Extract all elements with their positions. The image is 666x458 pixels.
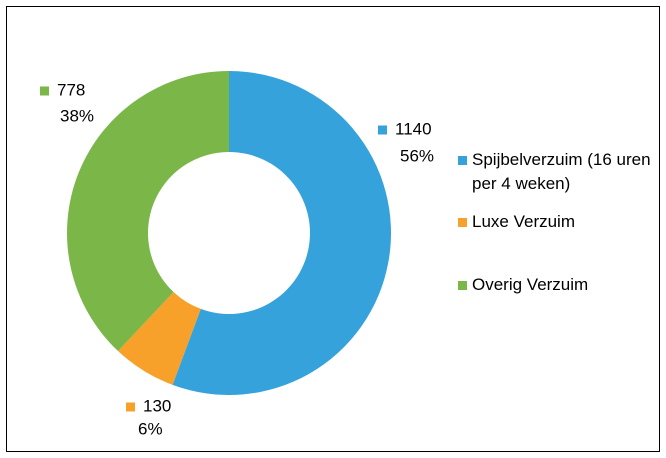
legend-item: Spijbelverzuim (16 uren per 4 weken) [458,148,658,196]
percent-label: 56% [400,146,434,165]
legend-item: Luxe Verzuim [458,210,658,234]
legend-swatch [458,156,467,165]
donut-slice [118,292,201,385]
label-swatch [378,125,387,135]
legend-label: Spijbelverzuim (16 uren per 4 weken) [472,150,651,193]
legend-label: Overig Verzuim [472,275,589,294]
donut-slice [67,71,229,352]
percent-label: 6% [138,419,163,438]
label-swatch [40,86,49,96]
chart-border [6,6,660,452]
legend-label: Luxe Verzuim [472,212,575,231]
donut-slice [172,71,392,395]
legend-item: Overig Verzuim [458,273,658,297]
data-label: 130 [143,396,171,415]
percent-label: 38% [60,106,94,125]
label-swatch [126,402,135,412]
data-label: 778 [57,80,85,99]
legend-swatch [458,281,467,290]
data-label: 1140 [395,119,432,138]
legend-swatch [458,218,467,227]
